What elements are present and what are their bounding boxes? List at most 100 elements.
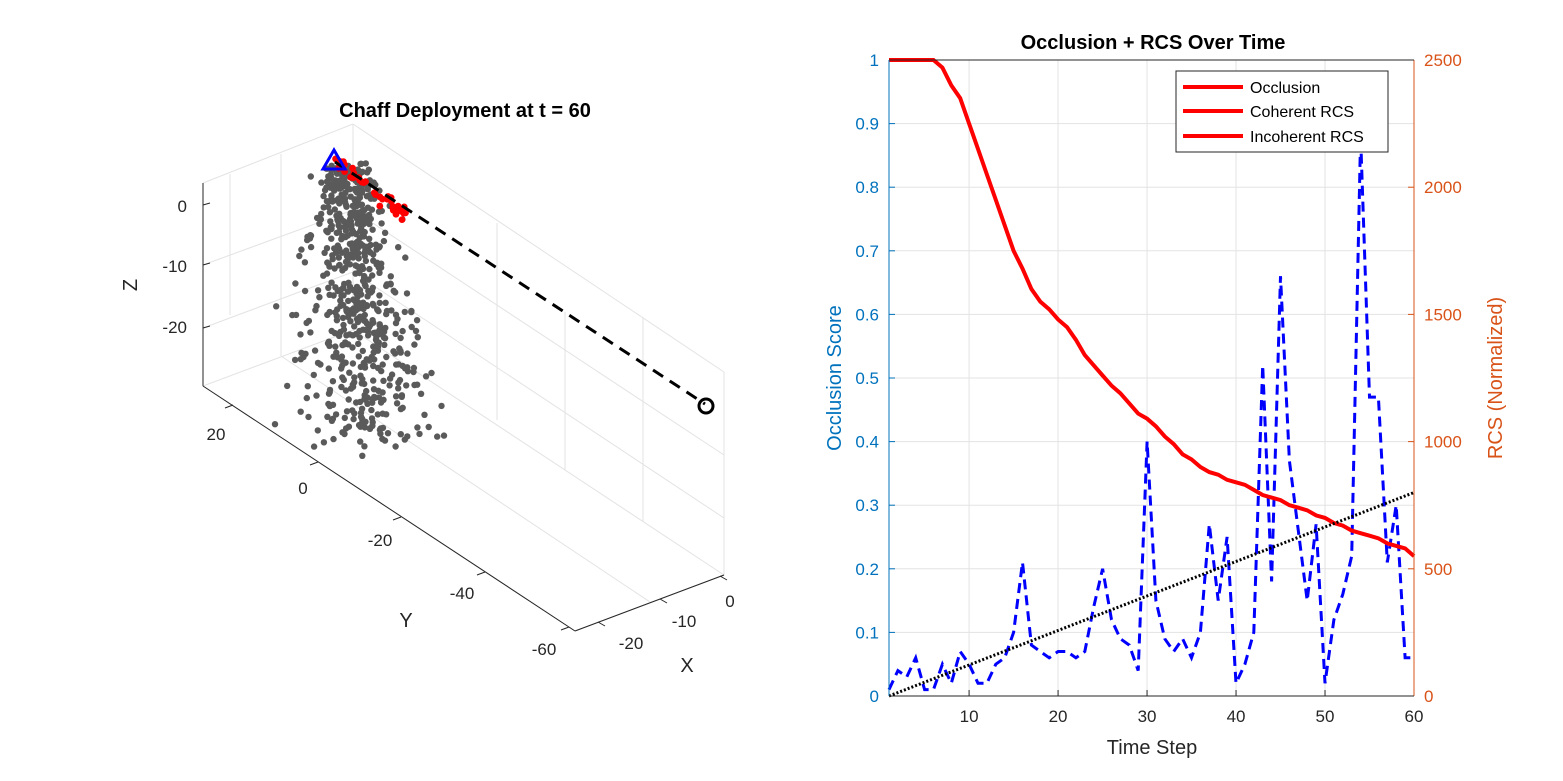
chaff-particle-gray <box>346 369 353 376</box>
chaff-particle-gray <box>396 345 403 352</box>
y-tick <box>224 404 234 409</box>
right-tick-label: 0 <box>1424 687 1433 706</box>
chaff-particle-gray <box>368 406 375 414</box>
chaff-particle-gray <box>414 381 421 388</box>
chaff-particle-gray <box>399 327 406 335</box>
chaff-particle-gray <box>339 374 346 381</box>
chaff-particle-gray <box>346 216 354 223</box>
x-tick-label: -20 <box>619 634 644 653</box>
chaff-particle-gray <box>329 198 336 205</box>
left-tick-label: 0.5 <box>855 369 879 388</box>
axes-lines <box>888 59 1415 697</box>
chaff-particle-gray <box>416 430 423 438</box>
chaff-particle-gray <box>331 265 338 272</box>
chaff-particle-red <box>379 195 386 203</box>
chaff-particle-gray <box>422 373 430 380</box>
chaff-particle-gray <box>361 252 368 260</box>
chaff-particle-gray <box>379 389 386 396</box>
chaff-particle-gray <box>367 241 374 249</box>
chaff-particle-gray <box>356 327 363 335</box>
chaff-particle-gray <box>392 289 399 296</box>
chaff-particle-gray <box>317 361 324 368</box>
chaff-particle-gray <box>351 374 358 381</box>
chaff-particle-gray <box>284 382 291 390</box>
chaff-particle-gray <box>404 433 411 440</box>
left-tick-label: 0.2 <box>855 560 879 579</box>
z-tick <box>202 325 211 329</box>
chaff-particle-gray <box>328 417 336 424</box>
chaff-particle-gray <box>335 222 342 229</box>
y-tick-label: -60 <box>532 640 557 659</box>
chaff-particle-gray <box>359 265 367 273</box>
chaff-particle-gray <box>378 220 385 227</box>
x-tick-label: 0 <box>725 592 734 611</box>
legend-label: Coherent RCS <box>1250 104 1354 121</box>
radar-triangle-marker <box>320 147 348 171</box>
chaff-particle-gray <box>393 361 400 368</box>
gridline <box>352 271 725 519</box>
chaff-particle-gray <box>380 237 388 245</box>
chaff-particle-gray <box>352 248 359 255</box>
chaff-particle-red <box>362 178 369 186</box>
right-axis-label: RCS (Normalized) <box>1485 297 1507 459</box>
chaff-particle-gray <box>357 201 364 208</box>
chaff-particle-gray <box>376 299 383 307</box>
y-tick-label: -40 <box>450 584 475 603</box>
gridline <box>202 209 354 266</box>
chaff-particle-gray <box>332 411 340 418</box>
chaff-particle-gray <box>411 341 418 348</box>
chaff-particle-gray <box>364 293 371 300</box>
z-tick-label: 0 <box>178 197 187 216</box>
chaff-particle-gray <box>317 216 325 223</box>
y-tick-label: -20 <box>368 531 393 550</box>
chaff-particle-gray <box>271 421 279 428</box>
z-axis-label: Z <box>120 279 142 291</box>
chaff-particle-gray <box>381 437 389 444</box>
chaff-particle-gray <box>328 279 335 286</box>
chaff-particle-gray <box>367 321 374 328</box>
3d-box-gridlines <box>202 123 725 632</box>
chaff-particle-gray <box>329 255 336 263</box>
chaff-particle-gray <box>357 438 364 445</box>
z-tick-label: -10 <box>162 257 187 276</box>
chaff-particle-gray <box>359 212 366 219</box>
chaff-particle-gray <box>343 203 350 210</box>
chaff-particle-gray <box>353 300 360 307</box>
left-tick-label: 0.1 <box>855 623 879 642</box>
chaff-particle-gray <box>356 234 363 242</box>
chaff-particle-gray <box>359 187 366 194</box>
chaff-particle-gray <box>397 334 404 342</box>
right-tick-label: 1500 <box>1424 305 1462 324</box>
chaff-particle-gray <box>408 323 415 331</box>
chaff-particle-gray <box>333 229 340 237</box>
chaff-particle-gray <box>338 356 345 363</box>
chaff-particle-gray <box>320 439 328 446</box>
gridline <box>280 355 651 603</box>
y-tick <box>392 516 402 521</box>
left-tick-label: 0.8 <box>855 178 879 197</box>
chaff-particle-gray <box>366 192 373 199</box>
chaff-particle-gray <box>304 383 311 390</box>
chaff-particle-gray <box>413 317 421 324</box>
x-tick-label: 50 <box>1316 707 1335 726</box>
chaff-particle-gray <box>344 288 352 295</box>
chaff-plot-title: Chaff Deployment at t = 60 <box>339 100 591 122</box>
chaff-particle-gray <box>312 307 319 314</box>
chaff-particle-gray <box>345 297 352 305</box>
chaff-particle-gray <box>324 413 331 420</box>
chaff-particle-gray <box>374 411 381 418</box>
chaff-particle-gray <box>314 427 321 434</box>
chaff-particle-gray <box>374 364 382 372</box>
chaff-particle-gray <box>383 353 390 361</box>
chaff-particle-gray <box>333 317 341 324</box>
z-tick <box>202 202 211 206</box>
chaff-particle-gray <box>307 329 314 336</box>
chaff-particle-gray <box>336 261 343 269</box>
chaff-particle-gray <box>331 329 339 337</box>
chaff-particle-gray <box>428 369 435 377</box>
chaff-particle-gray <box>356 220 363 227</box>
right-tick-label: 2000 <box>1424 178 1462 197</box>
chaff-particle-gray <box>394 315 401 323</box>
left-tick-label: 0 <box>870 687 879 706</box>
y-tick <box>309 461 319 466</box>
